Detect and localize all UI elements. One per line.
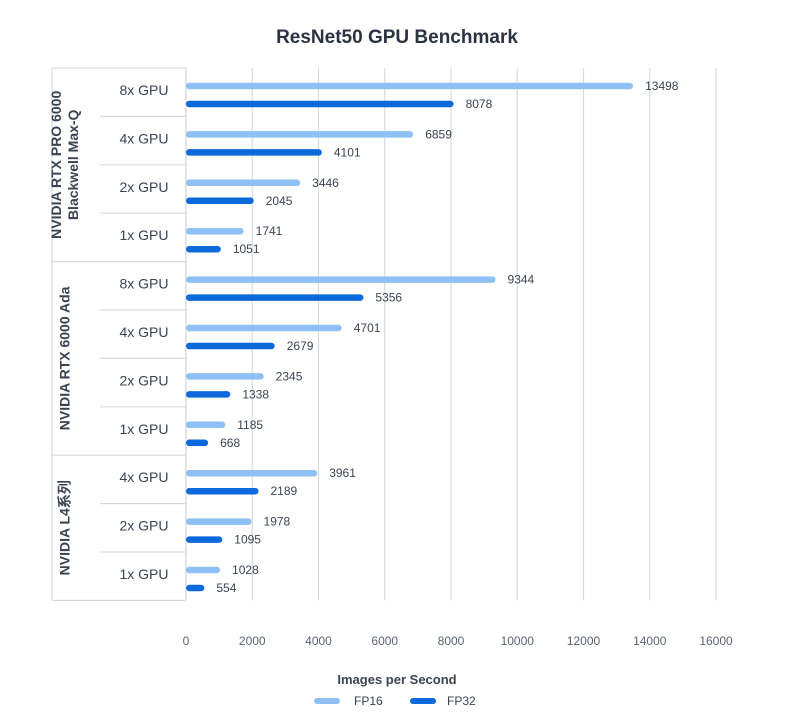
x-tick-label: 8000: [438, 634, 465, 648]
bar-fp16: [186, 421, 226, 429]
category-label: 2x GPU: [119, 518, 168, 534]
data-label-fp32: 1095: [234, 533, 261, 547]
x-axis-ticks: 0 2000 4000 6000 8000 10000 12000 14000 16000: [183, 634, 733, 648]
group-label: NVIDIA L4系列: [57, 480, 73, 575]
data-label-fp32: 5356: [375, 291, 402, 305]
category-label: 4x GPU: [119, 324, 168, 340]
bar-fp32: [186, 439, 209, 447]
bars: [186, 82, 634, 592]
legend-fp16-swatch: [314, 698, 340, 704]
category-label: 2x GPU: [119, 372, 168, 388]
data-label-fp16: 1185: [237, 418, 263, 432]
legend-fp32-swatch: [410, 698, 436, 704]
group-label: Blackwell Max-Q: [65, 109, 81, 220]
group-label: NVIDIA RTX PRO 6000: [48, 91, 64, 239]
x-tick-label: 16000: [699, 634, 733, 648]
bar-fp16: [186, 324, 342, 332]
data-label-fp16: 3961: [329, 466, 356, 480]
category-label: 1x GPU: [119, 227, 168, 243]
data-label-fp16: 1028: [232, 563, 259, 577]
bar-fp16: [186, 469, 318, 477]
bar-fp16: [186, 179, 301, 187]
data-label-fp32: 8078: [466, 97, 493, 111]
bar-fp16: [186, 373, 264, 380]
grid: [185, 68, 717, 601]
x-tick-label: 14000: [633, 634, 667, 648]
bar-fp32: [186, 197, 254, 205]
data-label-fp16: 1978: [264, 515, 291, 529]
bar-fp32: [186, 100, 454, 108]
legend: FP16 FP32: [314, 694, 476, 708]
bar-fp16: [186, 276, 496, 283]
data-label-fp16: 2345: [276, 369, 303, 383]
bar-fp16: [186, 82, 634, 90]
data-label-fp32: 2679: [287, 339, 314, 353]
group-label: NVIDIA RTX 6000 Ada: [57, 286, 73, 430]
data-label-fp32: 2189: [271, 484, 298, 498]
category-label: 8x GPU: [119, 82, 168, 98]
data-label-fp16: 3446: [312, 176, 339, 190]
bar-fp32: [186, 391, 231, 398]
data-label-fp16: 13498: [645, 79, 679, 93]
data-label-fp16: 1741: [256, 224, 283, 238]
bar-fp16: [186, 131, 414, 138]
labels: NVIDIA RTX PRO 6000 Blackwell Max-Q 8x GPU…: [48, 79, 679, 595]
bar-fp16: [186, 227, 244, 235]
legend-fp16-label: FP16: [354, 694, 383, 708]
data-label-fp32: 668: [220, 436, 240, 450]
category-label: 4x GPU: [119, 469, 168, 485]
x-axis-title: Images per Second: [337, 672, 456, 687]
data-label-fp32: 554: [216, 581, 236, 595]
data-label-fp32: 4101: [334, 145, 361, 159]
x-tick-label: 12000: [567, 634, 601, 648]
category-label: 4x GPU: [119, 130, 168, 146]
bar-fp32: [186, 294, 364, 301]
data-label-fp16: 9344: [508, 273, 535, 287]
bar-fp16: [186, 566, 221, 574]
x-tick-label: 0: [183, 634, 190, 648]
data-label-fp32: 1338: [242, 387, 269, 401]
data-label-fp32: 2045: [266, 194, 293, 208]
bar-fp32: [186, 584, 205, 592]
category-label: 1x GPU: [119, 421, 168, 437]
category-frame: [51, 67, 187, 602]
x-tick-label: 4000: [305, 634, 332, 648]
legend-fp32-label: FP32: [447, 694, 476, 708]
chart-title: ResNet50 GPU Benchmark: [276, 27, 518, 48]
x-tick-label: 10000: [501, 634, 535, 648]
category-label: 2x GPU: [119, 179, 168, 195]
bar-fp32: [186, 487, 259, 495]
bar-fp32: [186, 536, 223, 543]
bar-fp32: [186, 245, 221, 253]
data-label-fp16: 4701: [354, 321, 381, 335]
bar-fp32: [186, 149, 322, 156]
bar-fp32: [186, 342, 275, 350]
x-tick-label: 6000: [371, 634, 398, 648]
category-label: 1x GPU: [119, 566, 168, 582]
category-label: 8x GPU: [119, 276, 168, 292]
data-label-fp16: 6859: [425, 127, 452, 141]
bar-fp16: [186, 518, 252, 525]
data-label-fp32: 1051: [233, 242, 260, 256]
x-tick-label: 2000: [239, 634, 266, 648]
